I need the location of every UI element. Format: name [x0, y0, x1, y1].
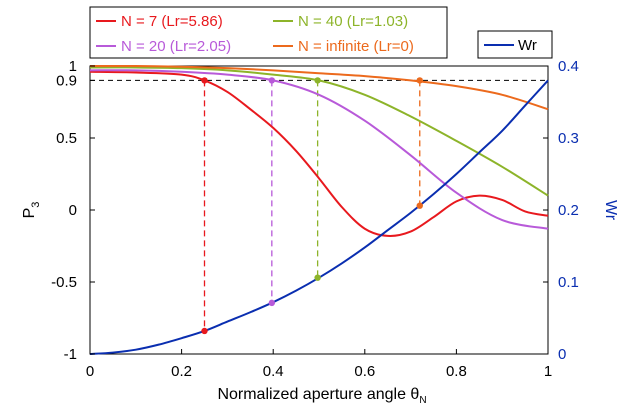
y-tick-label: -1	[64, 346, 77, 363]
plot-frame	[89, 65, 549, 355]
x-axis-label: Normalized aperture angle θN	[217, 386, 426, 406]
y-right-tick-label: 0.1	[558, 274, 579, 291]
y-axis-label: P3	[21, 202, 42, 219]
legend-label-n7: N = 7 (Lr=5.86)	[121, 13, 223, 30]
y-tick-label: -0.5	[51, 274, 77, 291]
y-right-tick-label: 0	[558, 346, 566, 363]
legend-left: N = 7 (Lr=5.86) N = 40 (Lr=1.03) N = 20 …	[89, 6, 448, 59]
y-tick-label: 0.9	[56, 72, 77, 89]
marker-top-n20	[268, 77, 276, 84]
series-line-n20	[89, 69, 549, 230]
marker-bottom-ninf	[416, 202, 423, 209]
marker-bottom-n7	[201, 327, 208, 335]
x-tick-label: 1	[544, 363, 552, 380]
marker-top-n7	[201, 77, 208, 84]
legend-label-wr: Wr	[518, 37, 537, 54]
marker-bottom-n40	[314, 274, 321, 281]
legend-left-box	[89, 6, 448, 59]
x-tick-label: 0.2	[171, 363, 192, 380]
legend-right: Wr	[477, 30, 553, 59]
legend-label-n20: N = 20 (Lr=2.05)	[121, 38, 231, 55]
series-line-n40	[89, 66, 549, 197]
x-tick-label: 0.4	[263, 363, 284, 380]
x-tick-label: 0.8	[446, 363, 467, 380]
marker-top-n40	[314, 77, 321, 84]
legend-label-ninf: N = infinite (Lr=0)	[298, 38, 414, 55]
y-tick-label: 0	[69, 202, 77, 219]
series-line-wr	[89, 79, 549, 355]
legend-label-n40: N = 40 (Lr=1.03)	[298, 13, 408, 30]
y-right-tick-label: 0.3	[558, 130, 579, 147]
marker-top-ninf	[416, 77, 423, 84]
x-tick-label: 0	[86, 363, 94, 380]
y-right-tick-label: 0.4	[558, 58, 579, 75]
y-right-axis-label: Wr	[602, 200, 619, 221]
y-tick-label: 1	[69, 58, 77, 75]
series-line-ninf	[89, 64, 549, 111]
x-tick-label: 0.6	[354, 363, 375, 380]
y-tick-label: 0.5	[56, 130, 77, 147]
y-right-tick-label: 0.2	[558, 202, 579, 219]
marker-bottom-n20	[268, 299, 276, 307]
